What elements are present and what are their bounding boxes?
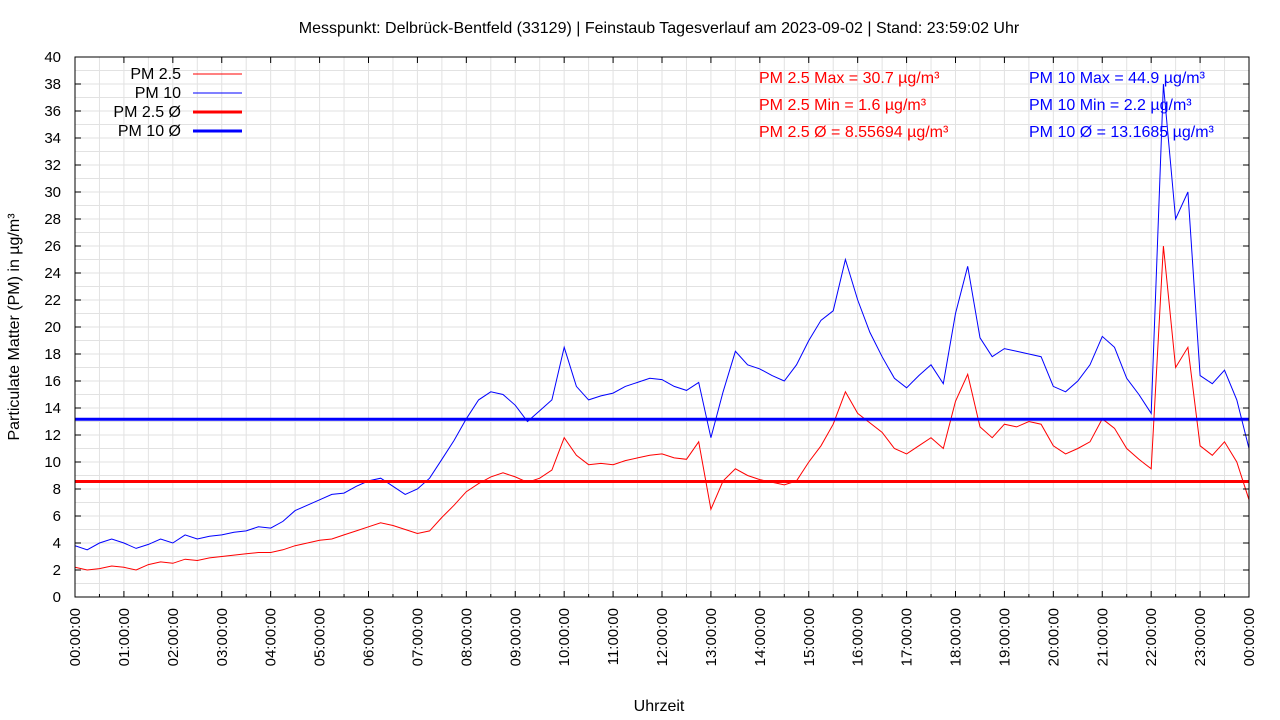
pm10-max-text: PM 10 Max = 44.9 µg/m³ bbox=[1029, 70, 1206, 87]
x-tick-label: 15:00:00 bbox=[801, 608, 818, 666]
y-tick-label: 30 bbox=[44, 184, 61, 201]
y-tick-label: 0 bbox=[53, 589, 61, 606]
x-tick-label: 14:00:00 bbox=[752, 608, 769, 666]
stats-annotations: PM 2.5 Max = 30.7 µg/m³ PM 2.5 Min = 1.6… bbox=[759, 70, 1215, 141]
legend-label-pm25-avg: PM 2.5 Ø bbox=[113, 104, 181, 121]
series-pm10-line bbox=[75, 83, 1249, 551]
x-tick-label: 03:00:00 bbox=[214, 608, 231, 666]
x-tick-label: 00:00:00 bbox=[67, 608, 84, 666]
x-tick-label: 20:00:00 bbox=[1045, 608, 1062, 666]
x-tick-label: 12:00:00 bbox=[654, 608, 671, 666]
y-tick-label: 10 bbox=[44, 454, 61, 471]
y-tick-label: 12 bbox=[44, 427, 61, 444]
y-tick-label: 26 bbox=[44, 238, 61, 255]
x-tick-label: 16:00:00 bbox=[850, 608, 867, 666]
y-axis-label: Particulate Matter (PM) in µg/m³ bbox=[6, 213, 23, 441]
average-lines bbox=[75, 417, 1249, 483]
x-tick-label: 10:00:00 bbox=[556, 608, 573, 666]
x-tick-label: 13:00:00 bbox=[703, 608, 720, 666]
y-tick-label: 36 bbox=[44, 103, 61, 120]
pm25-max-text: PM 2.5 Max = 30.7 µg/m³ bbox=[759, 70, 940, 87]
y-tick-label: 20 bbox=[44, 319, 61, 336]
chart-title: Messpunkt: Delbrück-Bentfeld (33129) | F… bbox=[299, 20, 1020, 37]
x-tick-label: 07:00:00 bbox=[409, 608, 426, 666]
y-tick-label: 16 bbox=[44, 373, 61, 390]
y-tick-label: 40 bbox=[44, 49, 61, 66]
x-tick-label: 06:00:00 bbox=[361, 608, 378, 666]
y-tick-label: 38 bbox=[44, 76, 61, 93]
y-tick-label: 6 bbox=[53, 508, 61, 525]
y-tick-label: 22 bbox=[44, 292, 61, 309]
series-pm25-line bbox=[75, 245, 1249, 571]
y-tick-label: 18 bbox=[44, 346, 61, 363]
x-tick-label: 18:00:00 bbox=[948, 608, 965, 666]
grid bbox=[74, 56, 1250, 598]
x-tick-label: 01:00:00 bbox=[116, 608, 133, 666]
y-tick-label: 4 bbox=[53, 535, 61, 552]
x-tick-label: 22:00:00 bbox=[1143, 608, 1160, 666]
y-tick-label: 8 bbox=[53, 481, 61, 498]
x-tick-label: 23:00:00 bbox=[1192, 608, 1209, 666]
axis-ticks: 024681012141618202224262830323436384000:… bbox=[44, 49, 1258, 666]
pm25-min-text: PM 2.5 Min = 1.6 µg/m³ bbox=[759, 97, 927, 114]
y-tick-label: 28 bbox=[44, 211, 61, 228]
x-tick-label: 00:00:00 bbox=[1241, 608, 1258, 666]
plot-frame bbox=[74, 56, 1250, 598]
series-layer bbox=[75, 83, 1249, 571]
y-tick-label: 2 bbox=[53, 562, 61, 579]
x-tick-label: 17:00:00 bbox=[899, 608, 916, 666]
x-tick-label: 21:00:00 bbox=[1094, 608, 1111, 666]
pm10-min-text: PM 10 Min = 2.2 µg/m³ bbox=[1029, 97, 1192, 114]
legend-label-pm10: PM 10 bbox=[135, 85, 181, 102]
x-tick-label: 11:00:00 bbox=[605, 608, 622, 665]
legend: PM 2.5 PM 10 PM 2.5 Ø PM 10 Ø bbox=[113, 66, 242, 140]
x-tick-label: 09:00:00 bbox=[507, 608, 524, 666]
pm25-avg-text: PM 2.5 Ø = 8.55694 µg/m³ bbox=[759, 124, 949, 141]
x-tick-label: 08:00:00 bbox=[458, 608, 475, 666]
y-tick-label: 24 bbox=[44, 265, 61, 282]
x-tick-label: 19:00:00 bbox=[996, 608, 1013, 666]
pm10-avg-text: PM 10 Ø = 13.1685 µg/m³ bbox=[1029, 124, 1215, 141]
x-tick-label: 05:00:00 bbox=[312, 608, 329, 666]
y-tick-label: 14 bbox=[44, 400, 61, 417]
x-axis-label: Uhrzeit bbox=[634, 698, 685, 715]
legend-label-pm25: PM 2.5 bbox=[130, 66, 181, 83]
y-tick-label: 32 bbox=[44, 157, 61, 174]
y-tick-label: 34 bbox=[44, 130, 61, 147]
x-tick-label: 04:00:00 bbox=[263, 608, 280, 666]
legend-label-pm10-avg: PM 10 Ø bbox=[118, 123, 181, 140]
x-tick-label: 02:00:00 bbox=[165, 608, 182, 666]
